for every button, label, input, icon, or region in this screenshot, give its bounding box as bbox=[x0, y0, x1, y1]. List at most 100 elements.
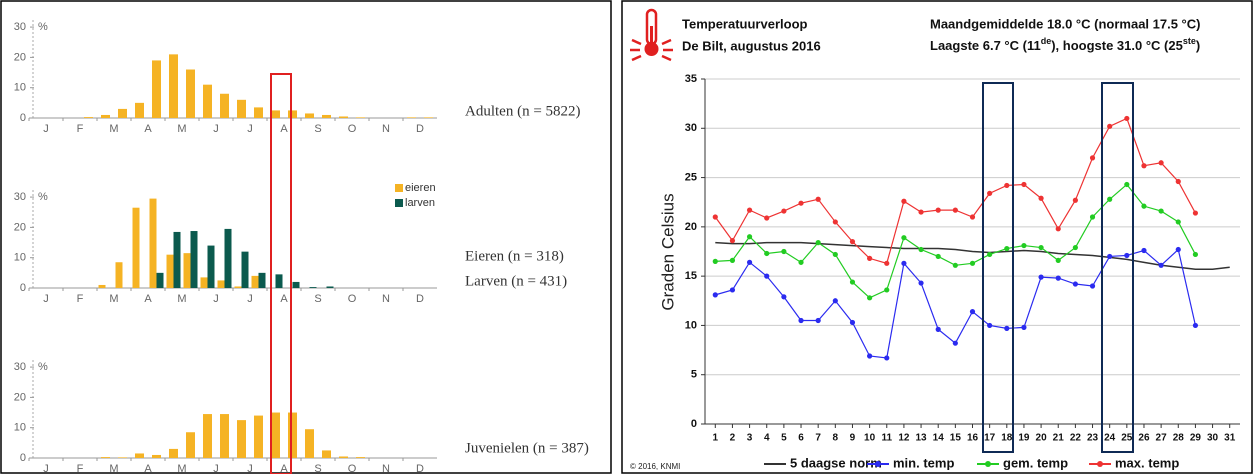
x-tick-label: D bbox=[416, 293, 424, 305]
point bbox=[987, 251, 993, 258]
bar bbox=[251, 275, 259, 288]
y-tick-label: 20 bbox=[14, 391, 26, 403]
point bbox=[884, 260, 890, 266]
y-tick-label: 10 bbox=[14, 82, 26, 94]
bar bbox=[84, 117, 93, 118]
point bbox=[1004, 245, 1010, 252]
point bbox=[987, 322, 993, 329]
point bbox=[1021, 324, 1027, 330]
point bbox=[781, 248, 787, 255]
legend-marker bbox=[985, 461, 991, 467]
x-tick-label: A bbox=[280, 463, 288, 474]
x-tick-label: 25 bbox=[1121, 433, 1133, 444]
point bbox=[1124, 115, 1130, 122]
bar bbox=[254, 415, 263, 458]
source: © 2016, KNMI bbox=[630, 462, 680, 471]
bar bbox=[309, 287, 317, 288]
legend-label: gem. temp bbox=[1003, 455, 1068, 470]
bar bbox=[326, 286, 334, 288]
point bbox=[849, 319, 856, 326]
legend-label: larven bbox=[405, 197, 435, 209]
point bbox=[884, 355, 890, 361]
y-axis-label: % bbox=[38, 361, 48, 373]
point bbox=[746, 234, 753, 240]
point bbox=[1192, 210, 1199, 216]
point bbox=[1124, 181, 1130, 188]
annotation: Eieren (n = 318) bbox=[465, 248, 564, 264]
point bbox=[884, 287, 890, 293]
bar bbox=[98, 284, 106, 288]
x-tick-label: 6 bbox=[798, 433, 804, 444]
bar bbox=[258, 272, 266, 288]
point bbox=[832, 298, 838, 304]
legend-marker bbox=[875, 461, 881, 467]
bar bbox=[135, 102, 144, 118]
average-note: Maandgemiddelde 18.0 °C (normaal 17.5 °C… bbox=[930, 16, 1200, 31]
y-tick-label: 10 bbox=[14, 422, 26, 434]
bar bbox=[183, 253, 191, 288]
y-tick-label: 30 bbox=[14, 21, 26, 33]
bar bbox=[254, 107, 263, 118]
point bbox=[952, 207, 958, 213]
point bbox=[1107, 123, 1113, 129]
point bbox=[729, 257, 736, 263]
y-axis-label: % bbox=[38, 191, 48, 203]
bar bbox=[132, 207, 140, 288]
y-axis-label: Graden Celsius bbox=[658, 193, 677, 310]
x-tick-label: M bbox=[109, 123, 118, 135]
x-tick-label: A bbox=[144, 123, 152, 135]
bar bbox=[190, 231, 198, 288]
y-tick-label: 0 bbox=[20, 112, 26, 124]
x-tick-label: 26 bbox=[1138, 433, 1150, 444]
point bbox=[781, 208, 787, 214]
point bbox=[918, 209, 924, 215]
bar bbox=[288, 412, 297, 458]
x-tick-label: M bbox=[109, 463, 118, 474]
x-tick-label: S bbox=[314, 293, 321, 305]
y-tick-label: 30 bbox=[14, 191, 26, 203]
x-tick-label: 7 bbox=[815, 433, 821, 444]
bar bbox=[115, 262, 123, 288]
bar bbox=[237, 420, 246, 458]
point bbox=[867, 295, 873, 301]
legend-swatch bbox=[395, 199, 403, 207]
bar bbox=[356, 457, 365, 458]
bar bbox=[135, 453, 144, 458]
bar bbox=[356, 117, 365, 118]
x-tick-label: 12 bbox=[898, 433, 910, 444]
y-tick-label: 20 bbox=[14, 221, 26, 233]
x-tick-label: J bbox=[43, 293, 49, 305]
bar bbox=[288, 110, 297, 118]
y-tick-label: 0 bbox=[20, 452, 26, 464]
bar bbox=[292, 281, 300, 288]
bar bbox=[207, 245, 215, 288]
x-tick-label: 20 bbox=[1036, 433, 1048, 444]
bar bbox=[424, 117, 433, 118]
point bbox=[798, 200, 804, 206]
bar bbox=[339, 456, 348, 458]
point bbox=[1089, 283, 1096, 289]
x-tick-label: M bbox=[177, 123, 186, 135]
point bbox=[798, 317, 804, 324]
x-tick-label: 15 bbox=[950, 433, 962, 444]
y-tick-label: 10 bbox=[14, 252, 26, 264]
bar bbox=[186, 69, 195, 118]
point bbox=[815, 317, 821, 324]
point bbox=[712, 258, 718, 264]
legend-swatch bbox=[395, 184, 403, 192]
point bbox=[918, 246, 924, 253]
point bbox=[1175, 178, 1181, 185]
point bbox=[764, 250, 770, 257]
point bbox=[1021, 242, 1027, 249]
bar bbox=[156, 272, 164, 288]
x-tick-label: 18 bbox=[1001, 433, 1013, 444]
x-tick-label: J bbox=[247, 293, 253, 305]
point bbox=[1124, 252, 1130, 259]
x-tick-label: F bbox=[77, 463, 84, 474]
highlight-box bbox=[1101, 82, 1134, 453]
point bbox=[798, 259, 804, 265]
x-tick-label: J bbox=[43, 463, 49, 474]
x-tick-label: 1 bbox=[713, 433, 719, 444]
bar bbox=[220, 414, 229, 458]
